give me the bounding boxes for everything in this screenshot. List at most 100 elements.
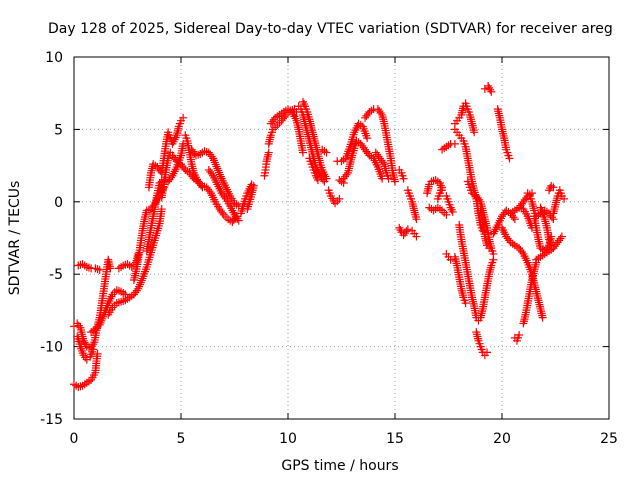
data-point: [220, 192, 229, 201]
data-point: [298, 97, 307, 106]
data-point: [322, 174, 331, 183]
data-point: [212, 162, 221, 171]
data-points: [70, 81, 569, 392]
data-point: [442, 210, 451, 219]
data-point: [470, 128, 479, 137]
data-point: [447, 205, 456, 214]
x-tick-label: 5: [177, 431, 186, 447]
data-point: [547, 213, 556, 222]
series-t52: [515, 189, 536, 212]
data-point: [560, 194, 569, 203]
data-point: [446, 255, 455, 264]
series-t29: [395, 165, 408, 183]
series-t18: [266, 105, 307, 157]
y-axis-label: SDTVAR / TECUs: [7, 181, 23, 296]
data-point: [264, 148, 273, 157]
data-point: [171, 155, 180, 164]
data-point: [84, 263, 93, 272]
data-point: [395, 223, 404, 232]
series-t33: [423, 176, 447, 198]
data-point: [179, 164, 188, 173]
data-point: [232, 200, 241, 209]
series-t51: [510, 331, 524, 345]
data-point: [210, 158, 219, 167]
data-point: [538, 313, 547, 322]
y-tick-labels: -15 -10 -5 0 5 10: [40, 50, 63, 428]
data-point: [547, 181, 556, 190]
data-point: [384, 174, 393, 183]
data-point: [80, 338, 89, 347]
series-t20: [298, 97, 331, 183]
series-t44: [472, 328, 492, 360]
series-t0: [70, 349, 102, 392]
data-point: [135, 280, 144, 289]
data-point: [363, 109, 372, 118]
y-tick-label: 10: [45, 50, 63, 66]
data-point: [438, 183, 447, 192]
y-tick-label: -10: [40, 340, 63, 356]
data-point: [391, 177, 399, 186]
series-t13: [204, 165, 243, 225]
data-point: [475, 195, 484, 204]
data-point: [448, 207, 457, 216]
data-point: [505, 154, 514, 163]
data-point: [485, 83, 494, 92]
series-t26: [335, 176, 348, 187]
series-t5: [104, 205, 166, 319]
series-t37: [442, 192, 457, 216]
data-point: [515, 331, 524, 340]
data-point: [135, 282, 144, 291]
data-point: [233, 214, 242, 223]
series-t31: [408, 226, 421, 241]
y-tick-label: 0: [54, 195, 63, 211]
data-point: [412, 232, 421, 241]
data-point: [137, 276, 146, 285]
data-point: [510, 215, 519, 224]
data-point: [412, 215, 421, 224]
y-tick-label: -15: [40, 412, 63, 428]
data-point: [547, 241, 556, 250]
x-tick-label: 0: [70, 431, 79, 447]
series-t48: [493, 105, 514, 163]
series-t35: [433, 183, 447, 203]
series-t45: [476, 206, 494, 253]
series-t7: [129, 183, 168, 284]
data-point: [95, 320, 104, 329]
x-tick-label: 25: [600, 431, 618, 447]
series-t42: [450, 252, 470, 308]
data-point: [119, 296, 128, 305]
plot-frame: [73, 56, 610, 420]
series-t12: [187, 145, 243, 211]
data-point: [505, 236, 514, 245]
data-point: [335, 194, 344, 203]
series-t59: [545, 181, 558, 195]
series-t32: [403, 186, 421, 224]
data-point: [211, 160, 220, 169]
data-point: [221, 213, 230, 222]
series-t23: [324, 186, 344, 208]
series-t41: [442, 249, 455, 264]
data-point: [215, 170, 224, 179]
data-point: [339, 178, 348, 187]
data-point: [376, 108, 385, 117]
series-t54: [523, 189, 558, 224]
data-point: [112, 299, 121, 308]
data-point: [121, 260, 130, 269]
data-point: [93, 265, 102, 274]
data-point: [134, 284, 143, 293]
series-t30: [395, 223, 412, 240]
series-t16: [260, 148, 273, 180]
data-point: [485, 244, 494, 253]
series-t9: [144, 113, 188, 192]
series-t21: [305, 154, 322, 185]
series-t15: [243, 181, 258, 214]
data-point: [209, 154, 218, 163]
data-point: [403, 225, 412, 234]
series-t58: [549, 186, 569, 218]
data-point: [114, 286, 123, 295]
series-t40: [455, 220, 498, 325]
series-t28: [371, 148, 393, 183]
data-point: [556, 234, 565, 243]
series-t34: [425, 203, 451, 219]
data-point: [399, 174, 408, 183]
